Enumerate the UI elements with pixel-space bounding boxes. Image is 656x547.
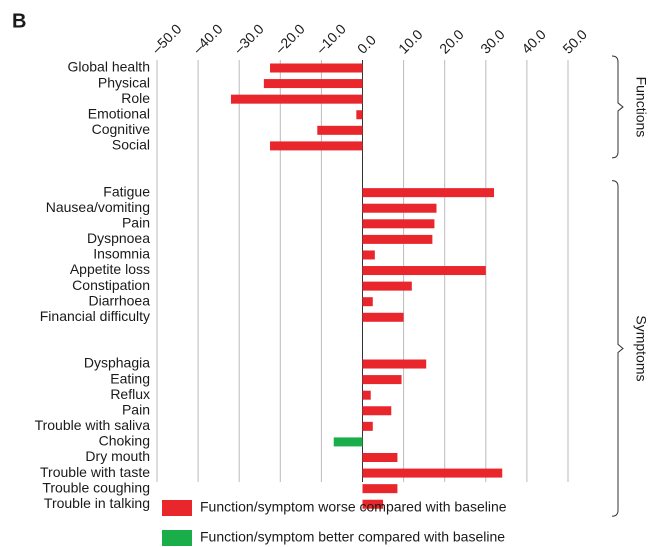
y-tick-label: Insomnia [93, 246, 150, 262]
bracket [611, 55, 624, 159]
bar [362, 281, 412, 291]
x-tick-label: 20.0 [436, 26, 467, 57]
x-tick-label: –50.0 [148, 21, 184, 57]
bar [362, 266, 486, 276]
bar [362, 421, 373, 431]
panel-label: B [12, 10, 26, 32]
y-tick-label: Appetite loss [70, 261, 150, 277]
bar [362, 250, 375, 260]
y-tick-label: Eating [110, 370, 150, 386]
y-tick-label: Pain [122, 215, 150, 231]
legend-label: Function/symptom worse compared with bas… [200, 499, 507, 515]
x-tick-label: –20.0 [272, 21, 308, 57]
bar [362, 297, 373, 307]
y-tick-label: Trouble coughing [42, 479, 150, 495]
bar [362, 188, 495, 198]
y-tick-label: Emotional [88, 105, 150, 121]
y-tick-label: Dysphagia [84, 355, 150, 371]
y-tick-label: Role [121, 90, 150, 106]
y-tick-label: Physical [98, 74, 150, 90]
y-tick-label: Cognitive [92, 121, 151, 137]
x-tick-label: 10.0 [395, 26, 426, 57]
x-tick-label: 50.0 [559, 26, 590, 57]
y-tick-label: Financial difficulty [40, 308, 150, 324]
y-tick-label: Constipation [72, 277, 150, 293]
y-tick-label: Choking [99, 433, 150, 449]
x-tick-label: 0.0 [354, 32, 379, 57]
y-tick-label: Global health [67, 59, 150, 75]
y-tick-label: Trouble with taste [40, 464, 150, 480]
y-tick-label: Dry mouth [85, 448, 150, 464]
y-tick-label: Trouble with saliva [35, 417, 151, 433]
x-tick-label: –30.0 [231, 21, 267, 57]
bar [362, 359, 427, 369]
bar [362, 468, 503, 478]
y-tick-label: Trouble in talking [44, 495, 150, 511]
x-tick-label: 30.0 [477, 26, 508, 57]
bar [230, 94, 363, 104]
bar [362, 499, 384, 509]
bar [362, 390, 371, 400]
bar [317, 125, 363, 135]
y-tick-label: Pain [122, 401, 150, 417]
y-tick-label: Reflux [110, 386, 150, 402]
y-tick-label: Social [112, 137, 150, 153]
x-tick-label: 40.0 [518, 26, 549, 57]
bar [263, 79, 363, 89]
legend-swatch [162, 530, 192, 546]
bar [362, 375, 402, 385]
x-tick-label: –40.0 [190, 21, 226, 57]
legend-label: Function/symptom better compared with ba… [200, 529, 505, 545]
group-label: Functions [633, 77, 649, 138]
x-tick-label: –10.0 [313, 21, 349, 57]
bar [362, 203, 437, 213]
bar [362, 219, 435, 229]
bar [270, 63, 363, 73]
bar [362, 312, 404, 322]
bar [270, 141, 363, 151]
bar [362, 453, 398, 462]
y-tick-label: Dyspnoea [87, 230, 150, 246]
bar [362, 406, 392, 416]
y-tick-label: Nausea/vomiting [46, 199, 150, 215]
group-label: Symptoms [633, 315, 649, 381]
bar [362, 484, 398, 494]
bracket [611, 180, 624, 517]
bar [362, 234, 433, 244]
y-tick-label: Fatigue [103, 183, 150, 199]
legend-swatch [162, 500, 192, 516]
bar [356, 110, 363, 120]
bar [333, 437, 363, 447]
y-tick-label: Diarrhoea [89, 292, 151, 308]
